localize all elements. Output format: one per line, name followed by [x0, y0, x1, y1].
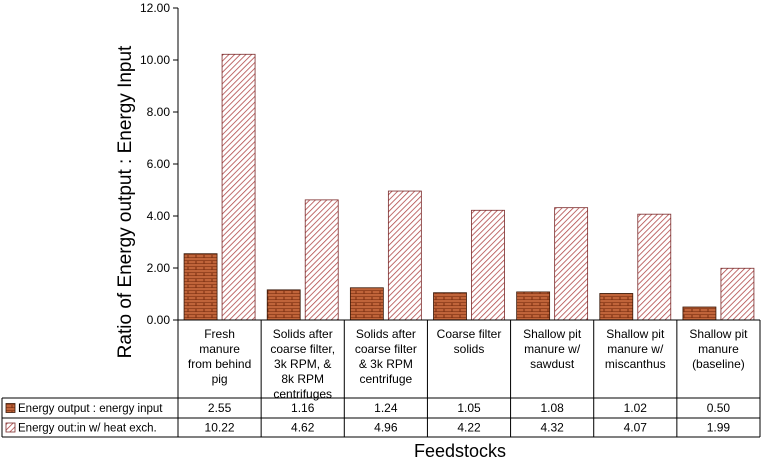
y-tick-label: 2.00 — [147, 261, 171, 275]
bar-heat-exch-1 — [304, 199, 339, 321]
table-value: 4.96 — [374, 421, 398, 435]
bar-energy-output-6 — [682, 306, 717, 321]
table-value: 4.32 — [540, 421, 564, 435]
table-value: 1.24 — [374, 401, 398, 415]
y-axis: 0.00 2.00 4.00 6.00 8.00 10.00 12.00 — [140, 1, 178, 327]
bar-energy-output-1 — [266, 289, 301, 321]
table-value: 4.07 — [624, 421, 648, 435]
category-label: (baseline) — [692, 357, 745, 371]
bar-energy-output-5 — [599, 293, 634, 321]
category-label: manure — [199, 342, 240, 356]
table-value: 1.02 — [624, 401, 648, 415]
category-label: Solids after — [273, 327, 333, 341]
category-label: manure — [698, 342, 739, 356]
category-label: 8k RPM — [281, 372, 324, 386]
legend-swatch — [5, 403, 16, 413]
category-label: Shallow pit — [523, 327, 582, 341]
legend-swatch — [5, 422, 16, 433]
bars — [183, 53, 755, 321]
y-tick-label: 8.00 — [147, 105, 171, 119]
category-label: manure w/ — [607, 342, 664, 356]
table-value: 4.22 — [457, 421, 481, 435]
category-label: Shallow pit — [606, 327, 665, 341]
category-label: pig — [212, 372, 228, 386]
axis-lines — [1, 8, 761, 438]
category-label: manure w/ — [524, 342, 581, 356]
y-tick-label: 12.00 — [140, 1, 170, 15]
y-tick-label: 0.00 — [147, 313, 171, 327]
category-label: coarse filter — [355, 342, 417, 356]
table-value: 10.22 — [205, 421, 235, 435]
bar-energy-output-4 — [516, 291, 551, 321]
category-label: Solids after — [356, 327, 416, 341]
table-value: 2.55 — [208, 401, 232, 415]
table-value: 1.05 — [457, 401, 481, 415]
bar-heat-exch-2 — [387, 190, 422, 321]
table-value: 4.62 — [291, 421, 315, 435]
bar-heat-exch-6 — [720, 267, 755, 321]
bar-heat-exch-0 — [221, 53, 256, 321]
table-value: 1.99 — [707, 421, 731, 435]
y-tick-label: 4.00 — [147, 209, 171, 223]
y-axis-title: Ratio of Energy output : Energy Input — [115, 45, 136, 358]
category-label: Fresh — [204, 327, 235, 341]
bar-energy-output-2 — [349, 287, 384, 321]
category-label: & 3k RPM — [359, 357, 413, 371]
category-label: centrifuge — [360, 372, 413, 386]
table-value: 1.08 — [540, 401, 564, 415]
y-tick-label: 10.00 — [140, 53, 170, 67]
data-table: Energy output : energy input 2.55 1.16 1.24… — [5, 401, 731, 435]
category-label: centrifuges — [273, 387, 332, 401]
table-value: 0.50 — [707, 401, 731, 415]
category-label: Shallow pit — [689, 327, 748, 341]
category-label: solids — [454, 342, 485, 356]
table-value: 1.16 — [291, 401, 315, 415]
category-label: miscanthus — [605, 357, 666, 371]
category-label: 3k RPM, & — [274, 357, 331, 371]
bar-heat-exch-3 — [471, 209, 505, 321]
legend-label: Energy output : energy input — [18, 403, 163, 415]
bar-energy-output-3 — [433, 292, 467, 321]
bar-heat-exch-4 — [554, 207, 589, 321]
category-label: coarse filter, — [270, 342, 335, 356]
legend-label: Energy out:in w/ heat exch. — [18, 423, 157, 435]
bar-energy-output-0 — [183, 253, 218, 321]
bar-heat-exch-5 — [637, 213, 672, 321]
category-label: Coarse filter — [437, 327, 502, 341]
category-label: sawdust — [530, 357, 575, 371]
x-axis-title: Feedstocks — [414, 441, 506, 460]
category-label: from behind — [188, 357, 251, 371]
y-tick-label: 6.00 — [147, 157, 171, 171]
